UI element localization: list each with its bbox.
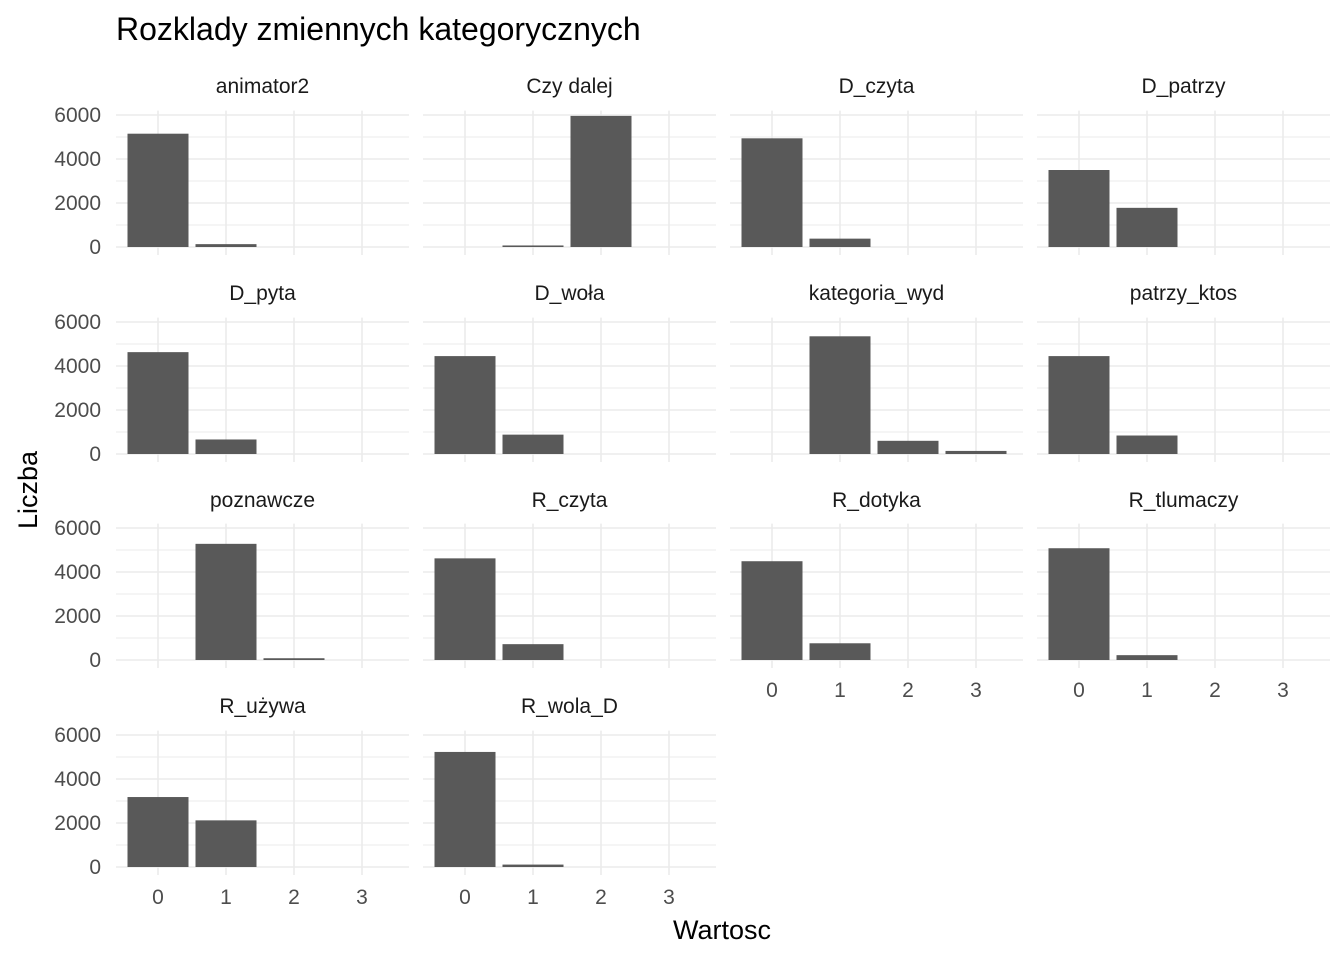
facet-label: D_pyta xyxy=(229,282,296,305)
y-tick-label: 0 xyxy=(89,649,101,672)
x-tick-label: 1 xyxy=(220,886,232,909)
facet-label: R_czyta xyxy=(532,489,608,512)
bar-poznawcze-2 xyxy=(263,658,325,660)
panel-6: D_woła xyxy=(423,282,716,462)
facet-label: patrzy_ktos xyxy=(1130,282,1237,305)
x-tick-label: 2 xyxy=(595,886,607,909)
bar-R_czyta-0 xyxy=(434,558,496,660)
panel-7: kategoria_wyd xyxy=(730,282,1023,462)
x-tick-label: 2 xyxy=(902,679,914,702)
bar-D_czyta-1 xyxy=(809,238,871,247)
facet-label: R_używa xyxy=(219,695,306,718)
y-tick-label: 4000 xyxy=(54,768,101,791)
bar-D_woła-0 xyxy=(434,356,496,454)
y-tick-label: 6000 xyxy=(54,724,101,747)
bar-R_dotyka-0 xyxy=(741,561,803,660)
x-tick-label: 0 xyxy=(152,886,164,909)
bar-D_czyta-0 xyxy=(741,138,803,247)
panel-3: D_czyta xyxy=(730,75,1023,255)
panel-14: R_wola_D 0 1 2 3 xyxy=(423,695,716,909)
x-tick-label: 3 xyxy=(970,679,982,702)
bar-R_tlumaczy-1 xyxy=(1116,655,1178,660)
panel-12: R_tlumaczy 0 1 2 3 xyxy=(1037,489,1330,702)
bar-D_patrzy-1 xyxy=(1116,207,1178,247)
panel-4: D_patrzy xyxy=(1037,75,1330,255)
facet-label: animator2 xyxy=(216,75,309,98)
y-tick-label: 0 xyxy=(89,443,101,466)
y-tick-label: 2000 xyxy=(54,812,101,835)
y-tick-label: 6000 xyxy=(54,104,101,127)
panel-10: R_czyta xyxy=(423,489,716,668)
bar-R_używa-1 xyxy=(195,820,257,867)
y-tick-label: 2000 xyxy=(54,605,101,628)
bar-D_pyta-0 xyxy=(127,352,189,454)
bar-R_używa-0 xyxy=(127,797,189,867)
panel-13: R_używa 0 2000 4000 6000 0 1 2 3 xyxy=(54,695,409,909)
bar-R_wola_D-0 xyxy=(434,751,496,867)
bar-kategoria_wyd-2 xyxy=(877,440,939,454)
y-tick-label: 6000 xyxy=(54,517,101,540)
bar-animator2-1 xyxy=(195,244,257,247)
x-tick-label: 2 xyxy=(288,886,300,909)
y-tick-label: 2000 xyxy=(54,399,101,422)
y-tick-label: 4000 xyxy=(54,561,101,584)
panel-5: D_pyta 0 2000 4000 6000 xyxy=(54,282,409,466)
facet-label: Czy dalej xyxy=(526,75,612,98)
y-tick-label: 4000 xyxy=(54,148,101,171)
panel-2: Czy dalej xyxy=(423,75,716,255)
facet-label: D_patrzy xyxy=(1141,75,1226,98)
x-tick-label: 3 xyxy=(356,886,368,909)
facet-label: poznawcze xyxy=(210,489,315,512)
panel-8: patrzy_ktos xyxy=(1037,282,1330,462)
y-tick-label: 6000 xyxy=(54,311,101,334)
x-tick-label: 1 xyxy=(527,886,539,909)
facet-label: R_wola_D xyxy=(521,695,618,718)
bar-R_tlumaczy-0 xyxy=(1048,548,1110,660)
bar-R_czyta-1 xyxy=(502,644,564,660)
y-axis-title: Liczba xyxy=(13,450,43,529)
x-axis-title: Wartosc xyxy=(673,915,771,945)
bar-animator2-0 xyxy=(127,133,189,247)
facet-label: kategoria_wyd xyxy=(809,282,944,305)
bar-patrzy_ktos-0 xyxy=(1048,356,1110,454)
bar-kategoria_wyd-1 xyxy=(809,336,871,454)
facet-label: R_tlumaczy xyxy=(1129,489,1239,512)
bar-D_patrzy-0 xyxy=(1048,170,1110,247)
x-tick-label: 2 xyxy=(1209,679,1221,702)
x-tick-label: 0 xyxy=(459,886,471,909)
bar-Czy dalej-1 xyxy=(502,245,564,247)
bar-patrzy_ktos-1 xyxy=(1116,435,1178,454)
x-tick-label: 3 xyxy=(663,886,675,909)
bar-D_pyta-1 xyxy=(195,439,257,454)
y-tick-label: 0 xyxy=(89,236,101,259)
bar-D_woła-1 xyxy=(502,434,564,454)
bar-kategoria_wyd-3 xyxy=(945,450,1007,454)
bar-R_wola_D-1 xyxy=(502,864,564,867)
x-tick-label: 1 xyxy=(834,679,846,702)
y-tick-label: 2000 xyxy=(54,192,101,215)
panel-11: R_dotyka 0 1 2 3 xyxy=(730,489,1023,702)
bar-Czy dalej-2 xyxy=(570,115,632,247)
panel-9: poznawcze 0 2000 4000 6000 xyxy=(54,489,409,672)
panel-1: animator2 0 2000 4000 6000 xyxy=(54,75,409,259)
x-tick-label: 1 xyxy=(1141,679,1153,702)
chart-title: Rozklady zmiennych kategorycznych xyxy=(116,11,641,47)
bar-poznawcze-1 xyxy=(195,543,257,660)
x-tick-label: 3 xyxy=(1277,679,1289,702)
x-tick-label: 0 xyxy=(766,679,778,702)
bar-R_dotyka-1 xyxy=(809,643,871,660)
x-tick-label: 0 xyxy=(1073,679,1085,702)
y-tick-label: 4000 xyxy=(54,355,101,378)
y-tick-label: 0 xyxy=(89,856,101,879)
facet-label: D_woła xyxy=(534,282,604,305)
facet-label: R_dotyka xyxy=(832,489,921,512)
facet-label: D_czyta xyxy=(839,75,915,98)
